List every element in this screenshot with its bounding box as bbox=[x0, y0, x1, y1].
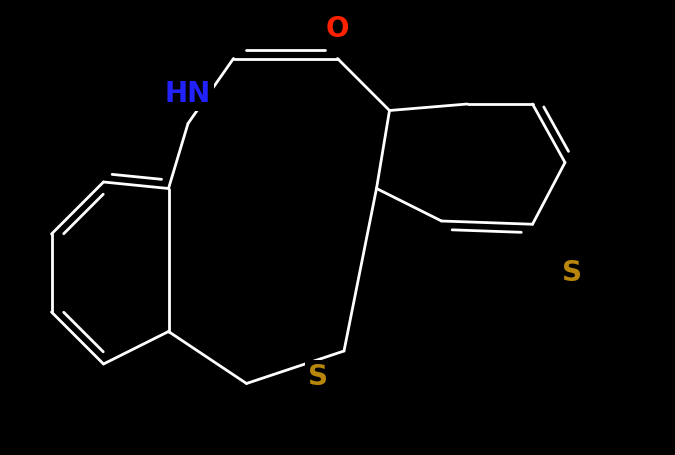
Text: S: S bbox=[562, 259, 581, 287]
Text: O: O bbox=[326, 15, 349, 43]
Text: S: S bbox=[308, 363, 328, 391]
Text: HN: HN bbox=[165, 80, 211, 108]
